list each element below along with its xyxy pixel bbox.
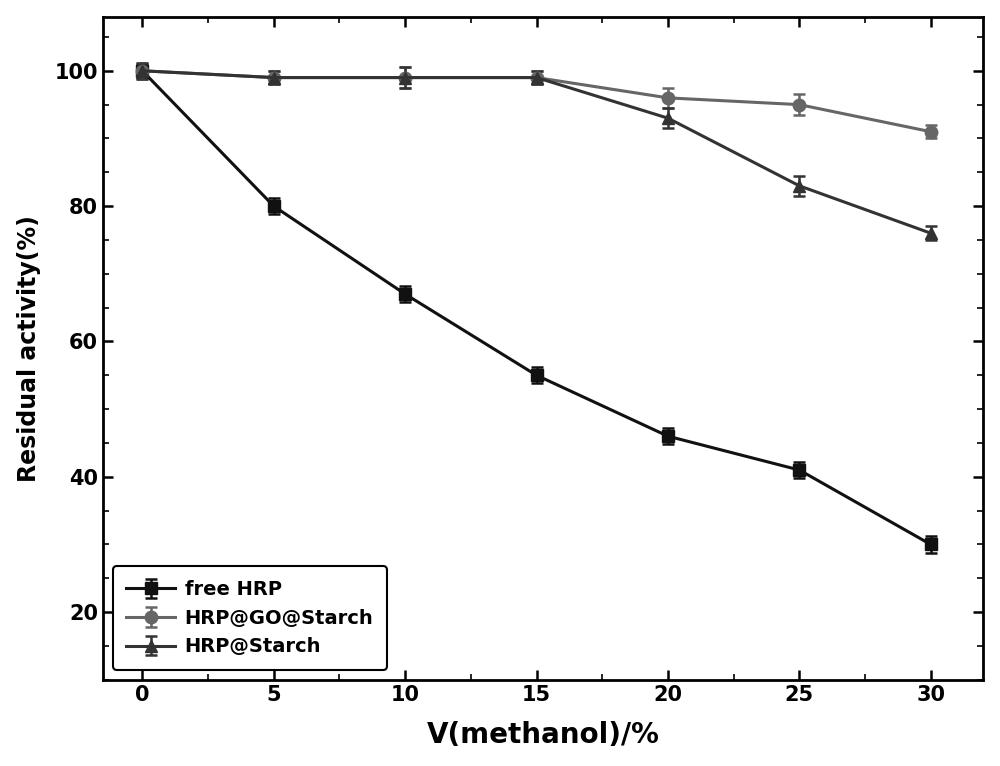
Y-axis label: Residual activity(%): Residual activity(%) [17, 214, 41, 482]
X-axis label: V(methanol)/%: V(methanol)/% [427, 722, 660, 749]
Legend: free HRP, HRP@GO@Starch, HRP@Starch: free HRP, HRP@GO@Starch, HRP@Starch [113, 566, 387, 670]
